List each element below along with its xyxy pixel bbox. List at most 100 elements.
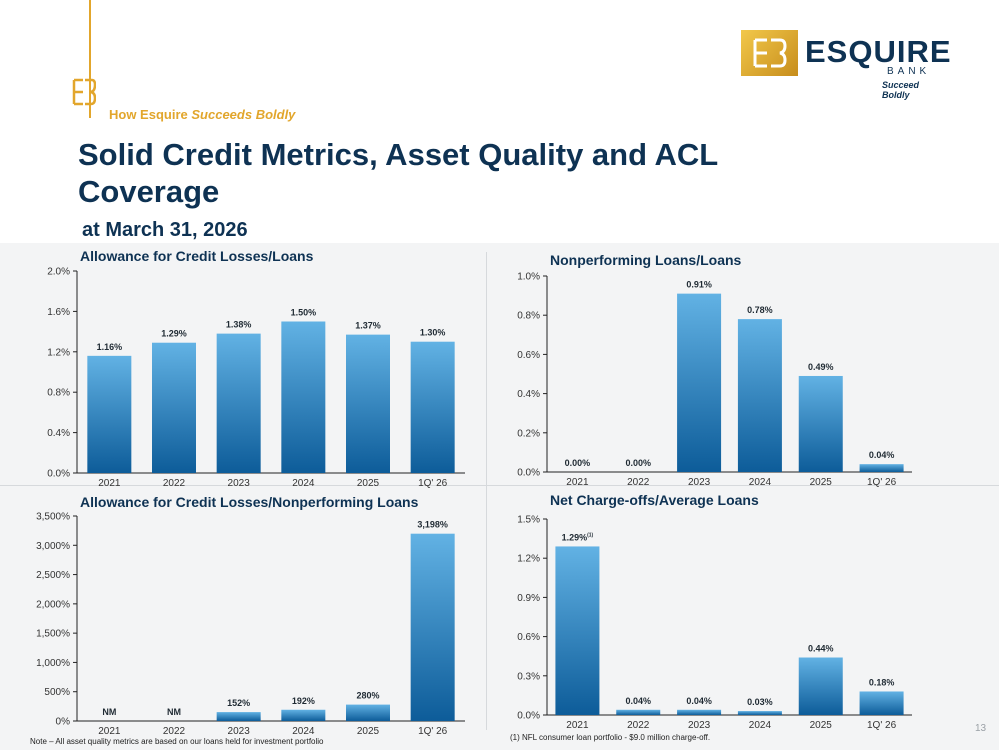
x-tick-label: 2022 [627,477,650,488]
y-tick-label: 0.4% [517,389,540,400]
x-tick-label: 2023 [228,478,251,489]
x-tick-label: 1Q' 26 [867,720,897,731]
y-tick-label: 1.5% [517,515,540,526]
bar-2023 [677,709,722,715]
data-label: 0.03% [747,697,773,707]
eb-logo-icon [753,38,787,68]
x-tick-label: 2024 [292,478,315,489]
header-accent-line [89,0,91,118]
bar-2024 [281,321,326,473]
data-label: 0.04% [869,450,895,460]
bar-2024 [737,711,782,715]
y-tick-label: 2,000% [36,599,70,610]
page-subtitle: at March 31, 2026 [82,219,248,241]
y-tick-label: 0% [56,717,71,728]
y-tick-label: 2,500% [36,570,70,581]
bar-2023 [216,712,261,721]
x-tick-label: 2024 [292,726,315,737]
acl-npl-chart: Allowance for Credit Losses/Nonperformin… [36,494,465,737]
data-label: 0.00% [625,458,651,468]
data-label: 1.38% [226,320,252,330]
data-label: 152% [227,698,250,708]
chart-title: Allowance for Credit Losses/Loans [80,248,314,264]
data-label: 0.18% [869,677,895,687]
y-tick-label: 1.2% [47,347,70,358]
page-number: 13 [975,723,987,734]
footnote-nco: (1) NFL consumer loan portfolio - $9.0 m… [510,733,711,742]
y-tick-label: 0.4% [47,428,70,439]
bar-2022 [152,342,196,473]
x-tick-label: 2021 [566,720,589,731]
bar-2025 [346,334,390,473]
y-tick-label: 0.0% [517,468,540,479]
y-tick-label: 2.0% [47,267,70,278]
bar-2023 [216,333,261,473]
y-tick-label: 0.6% [517,632,540,643]
x-tick-label: 2025 [357,478,380,489]
esquire-bank-logo: ESQUIRE BANK Succeed Boldly [741,28,951,100]
bar-2022 [616,709,661,715]
x-tick-label: 2025 [810,477,833,488]
x-tick-label: 2022 [627,720,650,731]
y-tick-label: 0.9% [517,593,540,604]
x-tick-label: 2025 [357,726,380,737]
nco-average-loans-chart: Net Charge-offs/Average Loans 0.0% 0.3% 0.6… [517,492,912,731]
x-tick-label: 1Q' 26 [418,726,448,737]
y-tick-label: 3,000% [36,541,70,552]
x-tick-label: 1Q' 26 [418,478,448,489]
logo-bank: BANK [887,66,931,77]
data-label: 0.04% [625,696,651,706]
bar-2025 [346,704,390,721]
bar-2025 [798,375,843,472]
chart-title: Allowance for Credit Losses/Nonperformin… [80,494,419,510]
npl-loans-chart: Nonperforming Loans/Loans 0.0% 0.2% 0.4% 0.6… [517,252,912,488]
y-tick-label: 0.0% [517,711,540,722]
x-tick-label: 2023 [688,720,711,731]
x-tick-label: 2021 [98,726,121,737]
bar-2024 [737,319,782,472]
x-tick-label: 2022 [163,726,186,737]
y-tick-label: 0.2% [517,428,540,439]
y-tick-label: 0.8% [47,388,70,399]
x-tick-label: 2024 [749,720,772,731]
x-tick-label: 2024 [749,477,772,488]
data-label: 1.16% [97,342,123,352]
data-label: 192% [292,696,315,706]
data-label: 1.37% [355,321,381,331]
data-label: NM [167,707,181,717]
data-label: 1.30% [420,328,446,338]
bar-1Q26 [410,533,455,721]
y-tick-label: 0.0% [47,469,70,480]
panel-divider-horizontal [0,485,999,486]
x-tick-label: 2021 [98,478,121,489]
bar-1Q26 [859,691,904,715]
y-tick-label: 1,500% [36,629,70,640]
page-title: Solid Credit Metrics, Asset Quality and … [78,137,718,209]
y-tick-label: 1.6% [47,307,70,318]
data-label: 0.04% [686,696,712,706]
x-tick-label: 2023 [228,726,251,737]
logo-tagline: Succeed Boldly [882,80,920,100]
data-label: 280% [356,691,379,701]
data-label: 3,198% [417,520,448,530]
data-label: 0.78% [747,305,773,315]
logo-name: ESQUIRE [805,34,952,69]
y-tick-label: 0.3% [517,671,540,682]
bar-2021 [87,355,132,473]
bar-2021 [555,546,600,715]
logo-mark [741,30,798,76]
data-label: 1.29%(1) [562,532,594,542]
eb-monogram-icon [72,78,96,106]
data-label: 1.50% [291,308,317,318]
y-tick-label: 3,500% [36,512,70,523]
y-tick-label: 500% [44,687,70,698]
bar-2024 [281,709,326,721]
bar-1Q26 [859,464,904,472]
data-label: 0.49% [808,362,834,372]
x-tick-label: 2022 [163,478,186,489]
y-tick-label: 0.6% [517,350,540,361]
y-tick-label: 1.2% [517,554,540,565]
acl-loans-chart: Allowance for Credit Losses/Loans 0.0% 0.4… [47,248,465,489]
y-tick-label: 0.8% [517,311,540,322]
data-label: 0.91% [686,280,712,290]
